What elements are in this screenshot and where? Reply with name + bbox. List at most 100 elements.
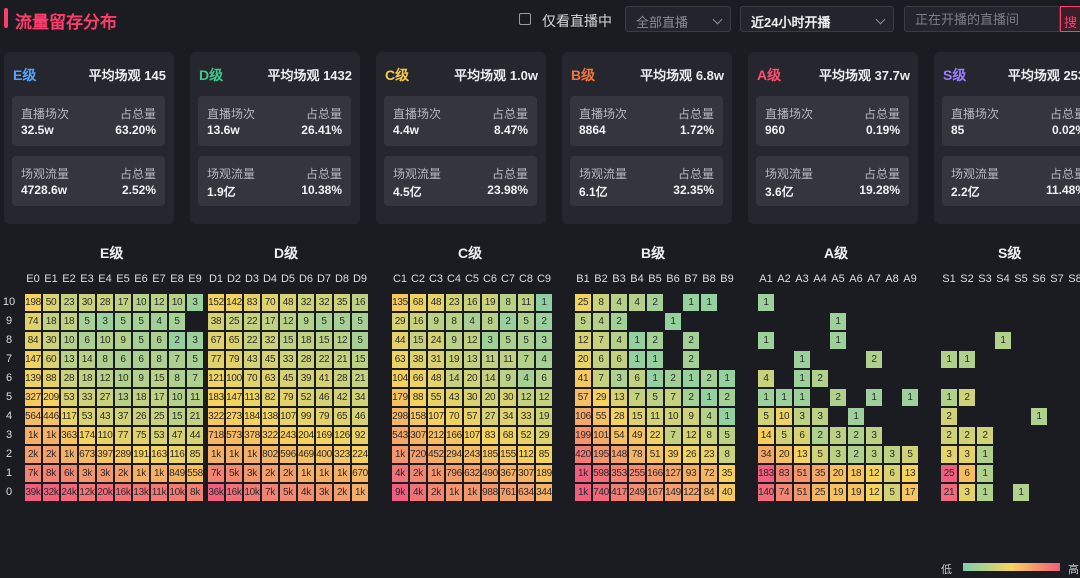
heatmap-cell[interactable]: 2 — [682, 350, 700, 369]
heatmap-cell[interactable]: 167 — [646, 483, 664, 502]
heatmap-cell[interactable]: 7k — [207, 464, 225, 483]
heatmap-cell[interactable]: 30 — [42, 331, 60, 350]
heatmap-cell[interactable]: 988 — [481, 483, 499, 502]
heatmap-cell[interactable]: 2 — [664, 369, 682, 388]
heatmap-cell[interactable]: 38 — [409, 350, 427, 369]
heatmap-cell[interactable]: 21 — [333, 350, 351, 369]
heatmap-cell[interactable]: 185 — [481, 445, 499, 464]
heatmap-cell[interactable]: 1k — [315, 464, 333, 483]
heatmap-cell[interactable]: 84 — [700, 483, 718, 502]
heatmap-cell[interactable]: 5k — [279, 483, 297, 502]
heatmap-cell[interactable]: 761 — [499, 483, 517, 502]
heatmap-cell[interactable]: 20 — [829, 464, 847, 483]
heatmap-cell[interactable]: 12 — [517, 388, 535, 407]
heatmap-cell[interactable]: 4 — [150, 312, 168, 331]
heatmap-cell[interactable]: 12 — [96, 369, 114, 388]
heatmap-cell[interactable]: 12 — [333, 331, 351, 350]
heatmap-cell[interactable]: 2k — [261, 464, 279, 483]
heatmap-cell[interactable]: 17 — [150, 388, 168, 407]
heatmap-cell[interactable]: 21 — [940, 483, 958, 502]
heatmap-cell[interactable]: 9 — [297, 312, 315, 331]
heatmap-cell[interactable]: 3k — [243, 464, 261, 483]
heatmap-cell[interactable]: 1k — [391, 445, 409, 464]
heatmap-cell[interactable]: 558 — [186, 464, 204, 483]
heatmap-cell[interactable]: 3k — [315, 483, 333, 502]
heatmap-cell[interactable]: 1 — [793, 388, 811, 407]
heatmap-cell[interactable]: 149 — [664, 483, 682, 502]
heatmap-cell[interactable]: 18 — [297, 331, 315, 350]
heatmap-cell[interactable]: 397 — [96, 445, 114, 464]
search-button[interactable]: 搜 — [1060, 6, 1080, 32]
heatmap-cell[interactable]: 148 — [610, 445, 628, 464]
heatmap-cell[interactable]: 7 — [592, 331, 610, 350]
heatmap-cell[interactable]: 22 — [243, 312, 261, 331]
heatmap-cell[interactable]: 1 — [700, 293, 718, 312]
heatmap-cell[interactable]: 52 — [297, 388, 315, 407]
heatmap-cell[interactable]: 107 — [279, 407, 297, 426]
heatmap-cell[interactable]: 3 — [829, 445, 847, 464]
heatmap-cell[interactable]: 1k — [427, 464, 445, 483]
heatmap-cell[interactable]: 7k — [261, 483, 279, 502]
heatmap-cell[interactable]: 7 — [186, 369, 204, 388]
heatmap-cell[interactable]: 34 — [351, 388, 369, 407]
heatmap-cell[interactable]: 322 — [207, 407, 225, 426]
heatmap-cell[interactable]: 28 — [60, 369, 78, 388]
heatmap-cell[interactable]: 1 — [757, 293, 775, 312]
heatmap-cell[interactable]: 1k — [60, 445, 78, 464]
heatmap-cell[interactable]: 1 — [757, 331, 775, 350]
heatmap-cell[interactable]: 25 — [940, 464, 958, 483]
heatmap-cell[interactable]: 2 — [499, 312, 517, 331]
heatmap-cell[interactable]: 10 — [168, 388, 186, 407]
heatmap-cell[interactable]: 5k — [225, 464, 243, 483]
heatmap-cell[interactable]: 400 — [315, 445, 333, 464]
level-card[interactable]: B级 平均场观 6.8w 直播场次 占总量 8864 1.72% 场观流量 占总量 6.1亿 32… — [562, 52, 732, 224]
heatmap-cell[interactable]: 367 — [499, 464, 517, 483]
heatmap-cell[interactable]: 4k — [297, 483, 315, 502]
heatmap-cell[interactable]: 16 — [463, 293, 481, 312]
heatmap-cell[interactable]: 1k — [42, 426, 60, 445]
heatmap-cell[interactable]: 60 — [42, 350, 60, 369]
heatmap-cell[interactable]: 1k — [351, 483, 369, 502]
heatmap-cell[interactable]: 12 — [279, 312, 297, 331]
heatmap-cell[interactable]: 5 — [517, 312, 535, 331]
heatmap-cell[interactable]: 4 — [592, 312, 610, 331]
heatmap-cell[interactable]: 106 — [574, 407, 592, 426]
heatmap-cell[interactable]: 243 — [463, 445, 481, 464]
heatmap-cell[interactable]: 5 — [132, 331, 150, 350]
heatmap-cell[interactable]: 3 — [481, 331, 499, 350]
heatmap-cell[interactable]: 5 — [757, 407, 775, 426]
heatmap-cell[interactable]: 33 — [279, 350, 297, 369]
heatmap-cell[interactable]: 3 — [811, 407, 829, 426]
heatmap-cell[interactable]: 2k — [409, 464, 427, 483]
heatmap-cell[interactable]: 17 — [261, 312, 279, 331]
heatmap-cell[interactable]: 13k — [132, 483, 150, 502]
heatmap-cell[interactable]: 10 — [96, 331, 114, 350]
heatmap-cell[interactable]: 26 — [682, 445, 700, 464]
heatmap-cell[interactable]: 77 — [207, 350, 225, 369]
heatmap-cell[interactable]: 8k — [42, 464, 60, 483]
heatmap-cell[interactable]: 85 — [535, 445, 553, 464]
heatmap-cell[interactable]: 1 — [793, 350, 811, 369]
heatmap-cell[interactable]: 2 — [940, 426, 958, 445]
heatmap-cell[interactable]: 5 — [499, 331, 517, 350]
heatmap-cell[interactable]: 212 — [427, 426, 445, 445]
heatmap-cell[interactable]: 104 — [391, 369, 409, 388]
heatmap-cell[interactable]: 10 — [664, 407, 682, 426]
heatmap-cell[interactable]: 3 — [829, 426, 847, 445]
heatmap-cell[interactable]: 20k — [96, 483, 114, 502]
heatmap-cell[interactable]: 1 — [757, 388, 775, 407]
heatmap-cell[interactable]: 3 — [186, 293, 204, 312]
heatmap-cell[interactable]: 127 — [664, 464, 682, 483]
heatmap-cell[interactable]: 243 — [279, 426, 297, 445]
heatmap-cell[interactable]: 18 — [60, 312, 78, 331]
heatmap-cell[interactable]: 46 — [351, 407, 369, 426]
heatmap-cell[interactable]: 1 — [1012, 483, 1030, 502]
heatmap-cell[interactable]: 23 — [60, 293, 78, 312]
heatmap-cell[interactable]: 2k — [333, 483, 351, 502]
heatmap-cell[interactable]: 8 — [700, 426, 718, 445]
heatmap-cell[interactable]: 670 — [351, 464, 369, 483]
heatmap-cell[interactable]: 1 — [718, 369, 736, 388]
heatmap-cell[interactable]: 112 — [517, 445, 535, 464]
heatmap-cell[interactable]: 420 — [574, 445, 592, 464]
